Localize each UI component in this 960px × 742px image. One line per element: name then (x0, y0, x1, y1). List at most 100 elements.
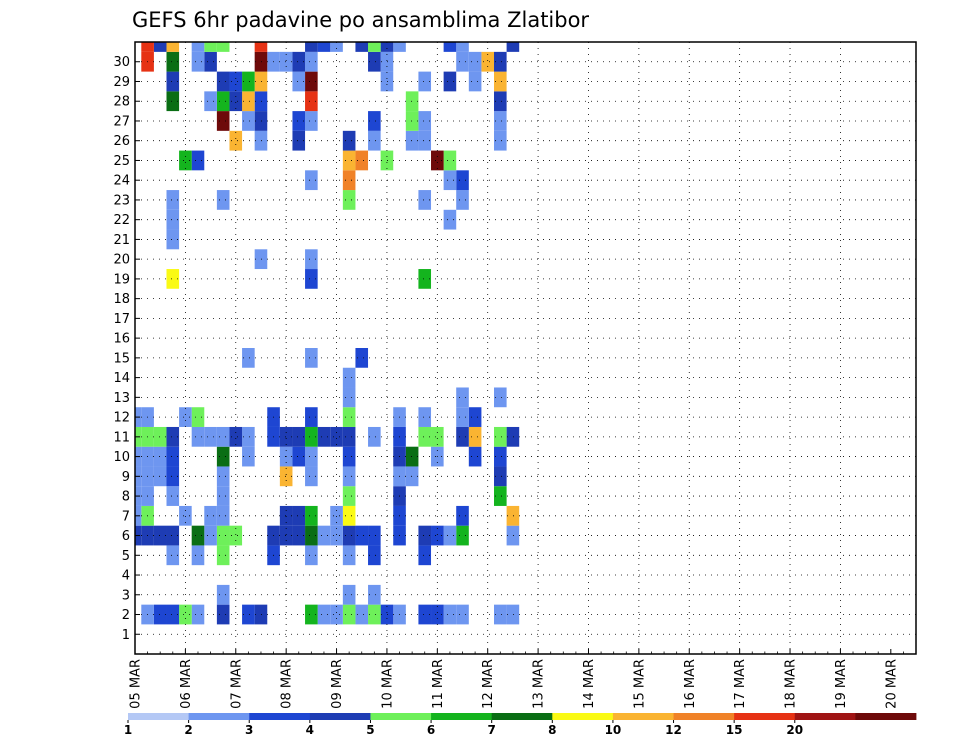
heatmap-cell (405, 91, 419, 112)
heatmap-cell (355, 150, 369, 171)
heatmap-cell (305, 604, 318, 625)
heatmap-cell (292, 446, 306, 467)
heatmap-cell (191, 42, 205, 52)
heatmap-cell (342, 426, 356, 447)
colorbar-swatch (249, 713, 311, 720)
heatmap-cell (166, 71, 180, 92)
heatmap-cell (242, 446, 255, 467)
heatmap-cell (166, 209, 180, 230)
heatmap-cell (317, 604, 331, 625)
heatmap-cell (305, 71, 318, 92)
heatmap-cell (292, 525, 306, 546)
x-tick-label: 16 MAR (683, 659, 698, 709)
y-tick-label: 29 (113, 75, 130, 90)
heatmap-cell (443, 209, 457, 230)
heatmap-cell (254, 71, 268, 92)
y-tick-label: 30 (113, 55, 130, 70)
y-tick-label: 13 (113, 391, 130, 406)
x-tick-label: 05 MAR (129, 659, 144, 709)
colorbar-label: 6 (427, 723, 435, 737)
heatmap-cell (254, 604, 268, 625)
heatmap-cell (166, 42, 180, 52)
heatmap-cell (216, 91, 230, 112)
heatmap-cell (494, 426, 507, 447)
heatmap-cell (242, 111, 255, 131)
heatmap-cell (279, 426, 293, 447)
heatmap-cell (305, 426, 318, 447)
heatmap-cell (141, 42, 154, 52)
colorbar-swatch (188, 713, 250, 720)
colorbar-label: 7 (488, 723, 496, 737)
heatmap-cell (216, 604, 230, 625)
colorbar-swatch (491, 713, 553, 720)
heatmap-cell (216, 505, 230, 526)
heatmap-cell (242, 71, 255, 92)
heatmap-cell (418, 111, 432, 131)
heatmap-cell (405, 130, 419, 151)
heatmap-cell (204, 525, 217, 546)
heatmap-cell (456, 190, 469, 210)
heatmap-cell (305, 111, 318, 131)
heatmap-cell (166, 525, 180, 546)
heatmap-cell (506, 525, 520, 546)
heatmap-cell (342, 604, 356, 625)
heatmap-cell (330, 426, 343, 447)
heatmap-cell (166, 51, 180, 72)
colorbar-label: 12 (665, 723, 682, 737)
colorbar-swatch (128, 713, 190, 720)
colorbar-swatch (431, 713, 493, 720)
heatmap-cell (229, 91, 243, 112)
heatmap-cell (431, 426, 444, 447)
heatmap-cell (305, 51, 318, 72)
heatmap-cell (166, 545, 180, 566)
heatmap-cell (305, 505, 318, 526)
heatmap-cell (342, 466, 356, 487)
heatmap-cell (317, 426, 331, 447)
heatmap-cell (368, 51, 381, 72)
heatmap-cell (242, 91, 255, 112)
heatmap-cell (204, 51, 217, 72)
x-tick-label: 06 MAR (179, 659, 194, 709)
colorbar-label: 1 (124, 723, 132, 737)
heatmap-cell (380, 150, 394, 171)
heatmap-cell (418, 604, 432, 625)
heatmap-cell (305, 249, 318, 270)
y-tick-label: 10 (113, 450, 130, 465)
heatmap-cell (368, 42, 381, 52)
heatmap-cell (494, 130, 507, 151)
y-tick-label: 1 (122, 628, 130, 643)
heatmap-cell (305, 545, 318, 566)
heatmap-cell (456, 426, 469, 447)
heatmap-cell (216, 190, 230, 210)
gridlines (135, 42, 916, 654)
x-tick-label: 12 MAR (481, 659, 496, 709)
heatmap-cell (179, 604, 192, 625)
heatmap-cell (216, 111, 230, 131)
colorbar-swatch (612, 713, 674, 720)
x-tick-label: 11 MAR (431, 659, 446, 709)
heatmap-cell (191, 426, 205, 447)
heatmap-cell (216, 525, 230, 546)
heatmap-cell (179, 505, 192, 526)
heatmap-cell (494, 91, 507, 112)
heatmap-cell (279, 466, 293, 487)
heatmap-cell (431, 525, 444, 546)
x-axis-ticks: 05 MAR 06 MAR 07 MAR 08 MAR 09 MAR 10 MAR 11 M… (129, 649, 917, 709)
heatmap-cell (368, 525, 381, 546)
heatmap-cell (191, 407, 205, 427)
heatmap-cell (229, 71, 243, 92)
heatmap-cell (153, 446, 167, 467)
y-tick-label: 15 (113, 351, 130, 366)
heatmap-cell (317, 42, 331, 52)
colorbar-swatch (855, 713, 917, 720)
heatmap-cell (254, 130, 268, 151)
heatmap-cell (153, 604, 167, 625)
y-tick-label: 6 (122, 529, 130, 544)
heatmap-cell (380, 51, 394, 72)
heatmap-cell (153, 42, 167, 52)
heatmap-cell (431, 150, 444, 171)
y-tick-label: 19 (113, 272, 130, 287)
heatmap-cell (355, 348, 369, 368)
heatmap-cell (216, 466, 230, 487)
